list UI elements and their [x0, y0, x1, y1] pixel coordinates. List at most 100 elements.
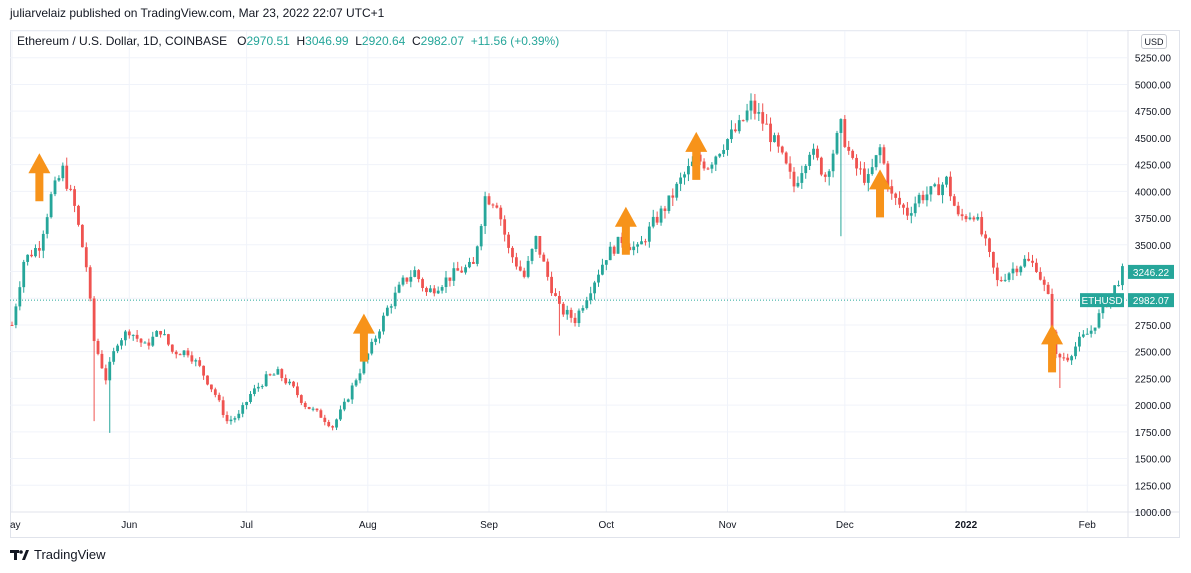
- candle-body: [499, 207, 503, 220]
- candle-body: [655, 216, 659, 223]
- candle-body: [800, 173, 804, 183]
- candle-body: [194, 360, 198, 362]
- candle-body: [651, 216, 655, 227]
- candle-body: [487, 196, 491, 205]
- candle-body: [112, 351, 116, 362]
- up-arrow-annotation: [352, 313, 375, 362]
- candle-body: [761, 112, 765, 124]
- candle-body: [385, 307, 389, 316]
- candle-body: [284, 377, 288, 384]
- candle-body: [659, 208, 663, 223]
- candle-body: [503, 219, 507, 235]
- currency-button[interactable]: USD: [1141, 34, 1167, 49]
- candle-body: [401, 277, 405, 285]
- candle-body: [702, 161, 706, 169]
- candle-body: [421, 279, 424, 288]
- high-value: 3046.99: [305, 34, 349, 48]
- candle-body: [260, 386, 264, 388]
- candle-body: [354, 380, 358, 386]
- candle-body: [280, 369, 284, 378]
- candle-body: [952, 196, 956, 206]
- x-tick-label: Dec: [836, 520, 854, 531]
- candle-body: [14, 306, 18, 326]
- candle-body: [976, 217, 980, 220]
- candle-body: [479, 226, 483, 247]
- candle-body: [475, 246, 479, 264]
- candle-body: [753, 100, 757, 114]
- candle-body: [143, 342, 147, 344]
- candle-body: [448, 277, 452, 281]
- candle-body: [573, 317, 577, 324]
- candle-body: [41, 233, 45, 251]
- y-tick-label: 4250.00: [1135, 161, 1172, 172]
- candle-body: [862, 168, 866, 183]
- y-tick-label: 4500.00: [1135, 134, 1172, 145]
- candle-body: [565, 309, 569, 315]
- candle-body: [288, 381, 292, 384]
- candle-body: [765, 123, 769, 125]
- candle-body: [1023, 258, 1027, 267]
- candle-body: [992, 251, 995, 268]
- candle-body: [331, 426, 335, 428]
- candle-body: [409, 276, 413, 282]
- candle-body: [804, 165, 808, 174]
- candle-body: [202, 365, 205, 376]
- candle-body: [178, 354, 182, 356]
- candle-body: [319, 410, 323, 418]
- candle-body: [878, 147, 882, 156]
- candle-body: [534, 236, 538, 249]
- candle-body: [452, 268, 456, 281]
- candle-body: [428, 288, 432, 293]
- x-tick-label: Oct: [599, 520, 615, 531]
- candle-body: [585, 300, 589, 309]
- candle-body: [616, 236, 620, 254]
- candle-body: [894, 193, 898, 198]
- candle-body: [550, 276, 553, 294]
- candle-body: [264, 374, 268, 387]
- candle-body: [444, 277, 448, 288]
- candle-body: [18, 287, 22, 307]
- open-value: 2970.51: [246, 34, 290, 48]
- candle-body: [49, 194, 53, 218]
- candle-body: [468, 261, 471, 268]
- candle-body: [745, 110, 749, 121]
- candle-body: [773, 135, 776, 143]
- candle-body: [339, 409, 342, 420]
- candle-body: [92, 298, 96, 342]
- candle-body: [1027, 258, 1030, 261]
- candle-body: [980, 217, 984, 235]
- candle-body: [335, 419, 338, 428]
- candle-body: [675, 183, 679, 198]
- candle-body: [851, 150, 855, 158]
- candle-body: [816, 148, 819, 158]
- candle-body: [601, 264, 604, 275]
- candle-body: [984, 234, 987, 239]
- candle-body: [831, 153, 835, 172]
- candle-body: [593, 282, 596, 294]
- candle-body: [1089, 330, 1093, 334]
- y-tick-label: 5000.00: [1135, 80, 1172, 91]
- candle-body: [299, 395, 303, 403]
- candle-body: [210, 384, 213, 390]
- candle-body: [905, 207, 909, 216]
- symbol-tag-box: [1080, 293, 1124, 308]
- candle-body: [120, 340, 123, 346]
- candle-body: [272, 374, 276, 376]
- candle-body: [432, 288, 436, 294]
- candle-body: [577, 310, 581, 324]
- candle-body: [382, 315, 385, 332]
- candle-body: [1046, 284, 1050, 294]
- candle-body: [45, 217, 49, 234]
- candle-body: [186, 350, 190, 356]
- candle-body: [866, 174, 870, 183]
- candle-body: [561, 303, 565, 315]
- candle-body: [413, 270, 417, 277]
- candle-body: [839, 119, 843, 133]
- candle-body: [827, 171, 831, 177]
- candle-body: [663, 208, 667, 211]
- candle-body: [174, 351, 178, 355]
- candle-body: [10, 324, 14, 326]
- candle-body: [311, 408, 315, 410]
- x-tick-label: Feb: [1079, 520, 1097, 531]
